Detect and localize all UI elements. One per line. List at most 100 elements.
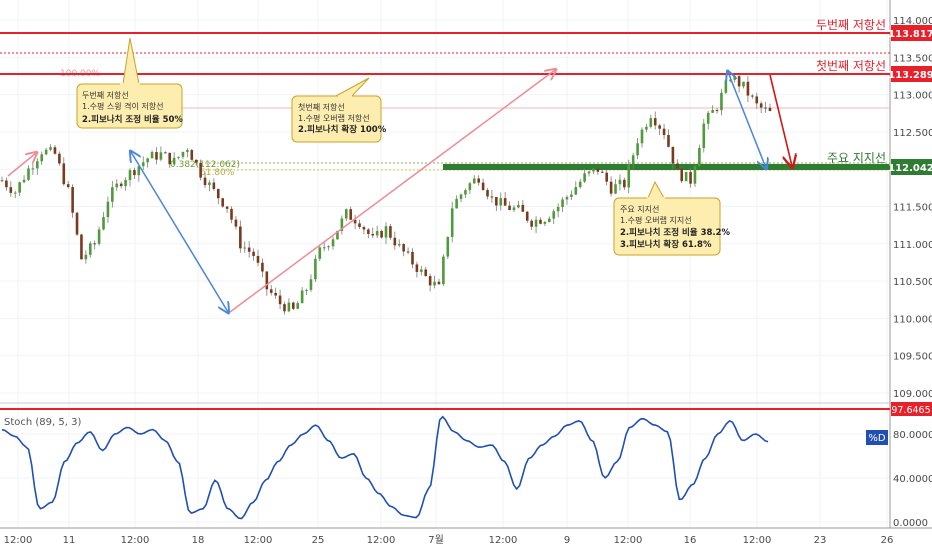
pink-arrow-swing[interactable] xyxy=(229,70,555,313)
svg-text:2.피보나치 조정 비율 50%: 2.피보나치 조정 비율 50% xyxy=(82,114,183,125)
candle-body xyxy=(53,147,57,154)
candle-body xyxy=(539,219,542,224)
candle-body xyxy=(499,198,503,206)
candle-body xyxy=(649,118,653,127)
candle-body xyxy=(128,170,132,181)
candle-body xyxy=(71,186,74,213)
candle-body xyxy=(609,181,613,194)
svg-text:1.수평 오버랩 지지선: 1.수평 오버랩 지지선 xyxy=(620,215,692,225)
candle-body xyxy=(477,178,480,183)
price-axis[interactable]: 114.0000113.5000113.0000112.5000112.0000… xyxy=(893,16,932,400)
candle-body xyxy=(433,281,436,286)
time-tick-label: 16 xyxy=(684,535,697,546)
candle-body xyxy=(190,150,194,160)
candle-body xyxy=(556,206,560,212)
candle-body xyxy=(314,258,317,280)
blue-arrow-left[interactable] xyxy=(131,152,228,312)
candle-body xyxy=(146,158,149,163)
candle-body xyxy=(44,149,48,155)
candle-body xyxy=(159,152,163,160)
note-line: 1.수평 오버랩 지지선 xyxy=(620,215,692,225)
candle-body xyxy=(27,168,30,180)
main-support-note[interactable]: 주요 지지선 1.수평 오버랩 지지선 2.피보나치 조정 비율 38.2% 3… xyxy=(613,180,731,256)
candle-body xyxy=(737,76,741,87)
svg-text:3.피보나치 확장 61.8%: 3.피보나치 확장 61.8% xyxy=(620,239,712,250)
red-forecast-arrow[interactable] xyxy=(769,74,792,166)
candle-body xyxy=(80,234,83,260)
time-tick-label: 9 xyxy=(564,535,570,546)
candle-body xyxy=(508,205,511,211)
candle-body xyxy=(265,271,269,290)
tag-value: 113.817 xyxy=(888,29,932,40)
svg-text:1.수평 오버랩 저항선: 1.수평 오버랩 저항선 xyxy=(298,113,370,123)
main-support-title: 주요 지지선 xyxy=(827,151,886,165)
candle-body xyxy=(406,251,410,253)
candle-body xyxy=(274,292,277,296)
stoch-axis[interactable]: 80.0000 40.0000 0.0000 xyxy=(893,430,932,529)
candle-body xyxy=(495,197,498,206)
candle-body xyxy=(715,110,719,112)
tag-value: 97.6465 xyxy=(891,405,930,416)
candle-body xyxy=(300,290,304,304)
candle-body xyxy=(31,168,35,170)
candle-body xyxy=(490,196,494,198)
time-axis[interactable]: 12:00 11 12:00 18 12:00 25 12:00 7월 12:00 9 12:00 1… xyxy=(4,534,894,546)
candle-body xyxy=(362,227,366,230)
tag-first-resistance: 113.289 xyxy=(888,66,932,82)
stoch-label: Stoch (89, 5, 3) xyxy=(4,417,81,428)
candle-body xyxy=(472,178,476,184)
candle-body xyxy=(353,219,357,224)
candle-body xyxy=(636,143,639,156)
candle-body xyxy=(327,246,330,248)
time-tick-label: 23 xyxy=(814,535,827,546)
first-resistance-title: 첫번째 저항선 xyxy=(816,59,886,73)
stoch-d-tag: %D xyxy=(866,430,888,445)
first-resistance-note[interactable]: 첫번째 저항선 1.수평 오버랩 저항선 2.피보나치 확장 100% xyxy=(291,77,387,143)
blue-arrow-right[interactable] xyxy=(728,72,766,168)
time-tick-label: 11 xyxy=(63,535,76,546)
note-line: 3.피보나치 확장 61.8% xyxy=(620,239,712,250)
note-line: 주요 지지선 xyxy=(620,205,659,214)
candle-body xyxy=(296,303,300,309)
candle-body xyxy=(755,96,759,104)
candle-body xyxy=(177,156,180,158)
time-tick-label: 12:00 xyxy=(4,535,33,546)
candle-body xyxy=(212,182,216,189)
candle-body xyxy=(344,209,348,219)
candle-body xyxy=(415,264,419,272)
time-tick-label: 12:00 xyxy=(121,535,150,546)
candle-body xyxy=(49,147,52,150)
tag-value: %D xyxy=(868,433,886,444)
candle-body xyxy=(292,302,295,309)
price-tick-label: 110.0000 xyxy=(893,314,932,325)
second-resistance-title: 두번째 저항선 xyxy=(816,18,886,32)
candle-body xyxy=(698,147,701,167)
candle-body xyxy=(596,168,600,172)
candle-body xyxy=(234,219,238,227)
note-line: 두번째 저항선 xyxy=(82,91,129,100)
candle-body xyxy=(384,226,388,238)
pink-arrow-left[interactable] xyxy=(7,153,36,177)
candle-body xyxy=(645,126,648,130)
candle-body xyxy=(309,279,313,290)
candle-body xyxy=(340,218,344,231)
candle-body xyxy=(102,217,105,230)
candle-body xyxy=(706,112,710,124)
time-tick-label: 12:00 xyxy=(489,535,518,546)
candle-body xyxy=(574,187,578,195)
second-resistance-note[interactable]: 두번째 저항선 1.수평 스윙 격이 저항선 2.피보나치 조정 비율 50% xyxy=(76,37,183,129)
candle-body xyxy=(684,171,688,182)
candle-body xyxy=(442,256,445,285)
candle-body xyxy=(269,289,273,293)
candle-body xyxy=(530,220,533,227)
candle-body xyxy=(759,103,763,108)
note-line: 1.수평 오버랩 저항선 xyxy=(298,113,370,123)
note-line: 1.수평 스윙 격이 저항선 xyxy=(82,101,164,111)
candle-body xyxy=(680,168,684,182)
candle-body xyxy=(225,206,229,209)
candle-body xyxy=(336,230,339,240)
candle-body xyxy=(671,146,675,164)
time-tick-label: 25 xyxy=(312,535,325,546)
